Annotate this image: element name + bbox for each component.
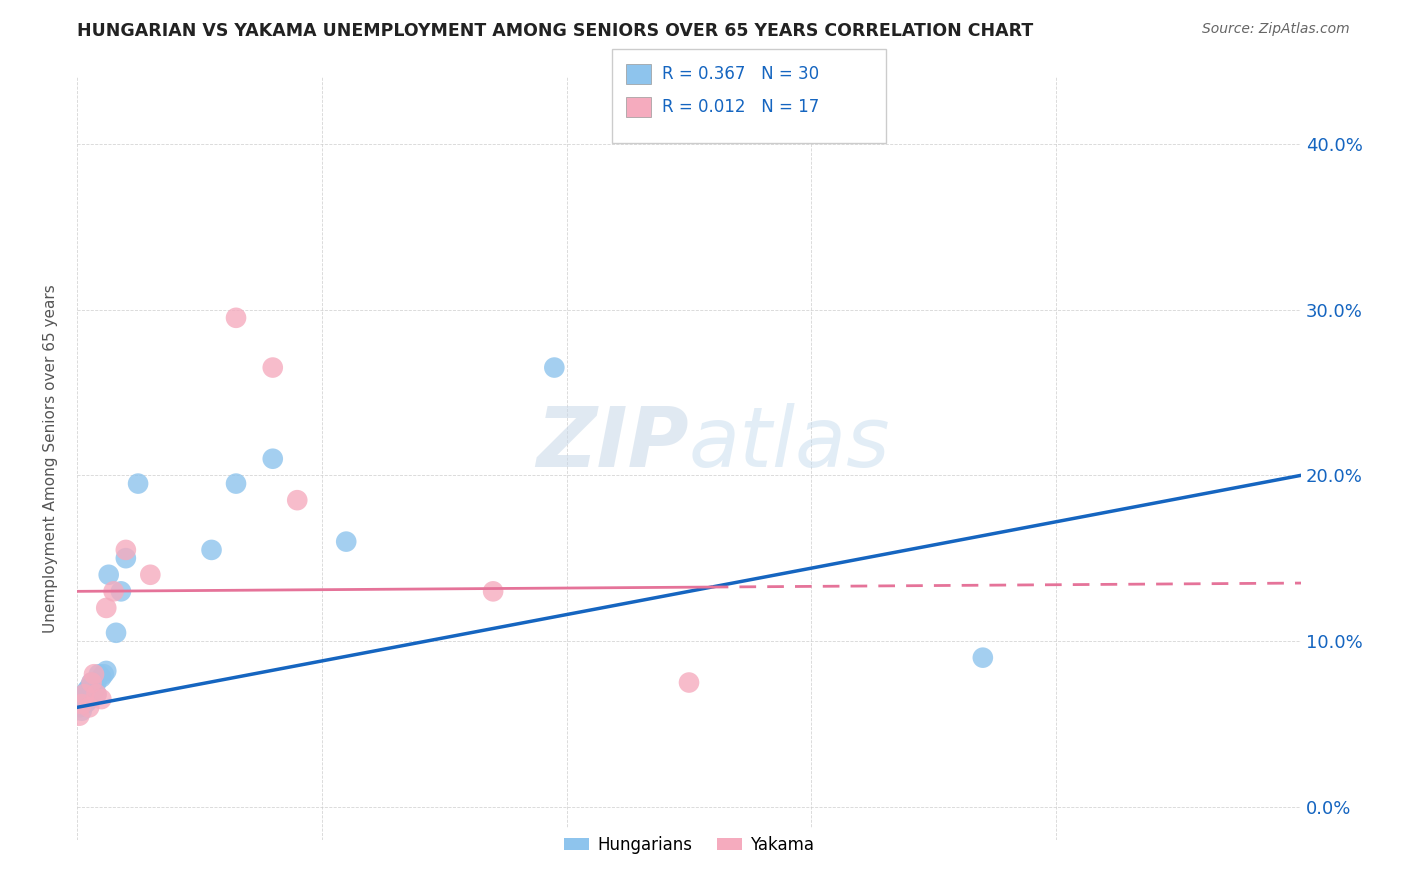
Text: HUNGARIAN VS YAKAMA UNEMPLOYMENT AMONG SENIORS OVER 65 YEARS CORRELATION CHART: HUNGARIAN VS YAKAMA UNEMPLOYMENT AMONG S… [77, 22, 1033, 40]
Point [86, 675, 108, 690]
Legend: Hungarians, Yakama: Hungarians, Yakama [555, 828, 823, 863]
Point [200, 542, 222, 557]
Point [110, 584, 132, 599]
Point [543, 360, 565, 375]
Point [115, 542, 138, 557]
Point [225, 310, 247, 325]
Point [972, 650, 994, 665]
Point [76, 695, 98, 709]
Text: Source: ZipAtlas.com: Source: ZipAtlas.com [1202, 22, 1350, 37]
Point [87, 667, 110, 681]
Point [96, 601, 118, 615]
Point [335, 534, 357, 549]
Point [105, 625, 128, 640]
Point [103, 584, 125, 599]
Point [77, 692, 100, 706]
Text: atlas: atlas [689, 403, 890, 484]
Point [67, 700, 90, 714]
Point [73, 687, 96, 701]
Point [97, 567, 120, 582]
Point [678, 675, 700, 690]
Point [76, 683, 98, 698]
Point [90, 671, 112, 685]
Point [127, 476, 149, 491]
Point [83, 683, 105, 698]
Point [77, 700, 100, 714]
Point [285, 493, 308, 508]
Point [67, 708, 90, 723]
Point [73, 697, 96, 711]
Point [83, 679, 105, 693]
Y-axis label: Unemployment Among Seniors over 65 years: Unemployment Among Seniors over 65 years [44, 285, 58, 633]
Point [96, 664, 118, 678]
Point [73, 687, 96, 701]
Point [86, 687, 108, 701]
Point [80, 675, 103, 690]
Point [83, 667, 105, 681]
Text: ZIP: ZIP [536, 403, 689, 484]
Point [70, 697, 93, 711]
Point [225, 476, 247, 491]
Point [482, 584, 505, 599]
Point [70, 692, 93, 706]
Point [80, 687, 103, 701]
Point [90, 692, 112, 706]
Point [93, 667, 115, 681]
Point [77, 681, 100, 695]
Point [70, 704, 93, 718]
Point [262, 451, 284, 466]
Text: R = 0.012   N = 17: R = 0.012 N = 17 [662, 98, 820, 116]
Point [139, 567, 162, 582]
Text: R = 0.367   N = 30: R = 0.367 N = 30 [662, 65, 820, 83]
Point [262, 360, 284, 375]
Point [80, 675, 103, 690]
Point [86, 687, 108, 701]
Point [115, 551, 138, 566]
